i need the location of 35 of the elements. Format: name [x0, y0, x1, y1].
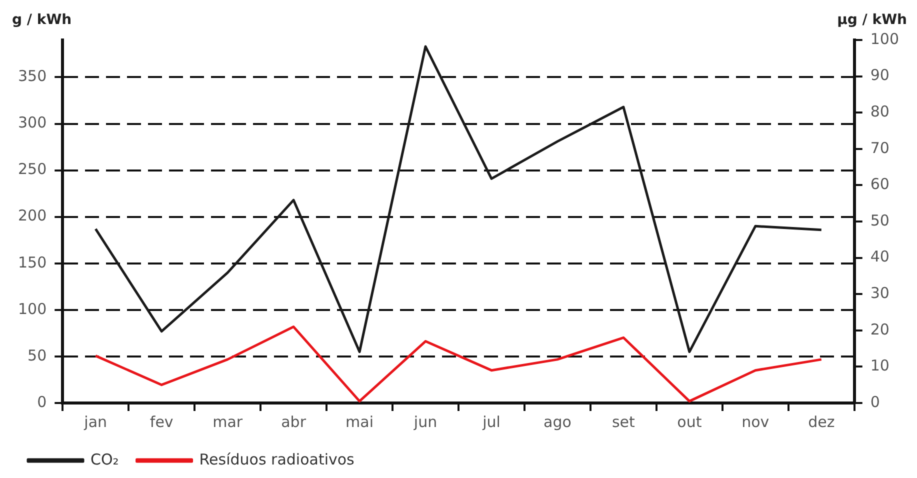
y-tick-label: 50 — [28, 346, 47, 364]
x-tick-label: jan — [83, 412, 108, 431]
y2-tick-label: 0 — [870, 392, 880, 411]
y2-tick-label: 100 — [870, 30, 900, 48]
y2-tick-label: 80 — [870, 102, 890, 120]
y-axis-title: g / kWh — [12, 12, 72, 28]
legend-label: CO₂ — [90, 450, 119, 468]
x-tick-label: nov — [742, 412, 770, 431]
x-tick-label: jul — [482, 412, 500, 431]
x-tick-label: abr — [281, 412, 307, 431]
y2-tick-label: 30 — [870, 284, 890, 302]
y-tick-label: 250 — [18, 160, 47, 178]
y-tick-label: 150 — [18, 253, 47, 272]
y2-axis-title: µg / kWh — [837, 12, 907, 28]
y2-tick-label: 60 — [870, 175, 890, 194]
x-tick-label: set — [612, 412, 636, 431]
x-tick-label: jun — [412, 412, 438, 431]
y2-tick-label: 50 — [870, 211, 890, 230]
y2-tick-label: 90 — [870, 66, 890, 84]
x-tick-label: fev — [150, 412, 174, 431]
y2-tick-label: 10 — [870, 356, 890, 375]
x-tick-label: mai — [346, 412, 374, 431]
x-tick-label: out — [677, 412, 702, 431]
y2-tick-label: 70 — [870, 138, 890, 157]
x-tick-label: mar — [212, 412, 244, 431]
y2-tick-label: 40 — [870, 248, 890, 266]
y-tick-label: 350 — [18, 67, 47, 86]
y2-tick-label: 20 — [870, 320, 890, 338]
y-tick-label: 300 — [18, 114, 47, 132]
x-tick-label: ago — [544, 412, 572, 431]
legend-label: Resíduos radioativos — [199, 450, 355, 468]
y-tick-label: 0 — [37, 392, 47, 411]
y-tick-label: 200 — [18, 206, 47, 225]
y-tick-label: 100 — [18, 300, 47, 318]
x-tick-label: dez — [808, 412, 835, 431]
